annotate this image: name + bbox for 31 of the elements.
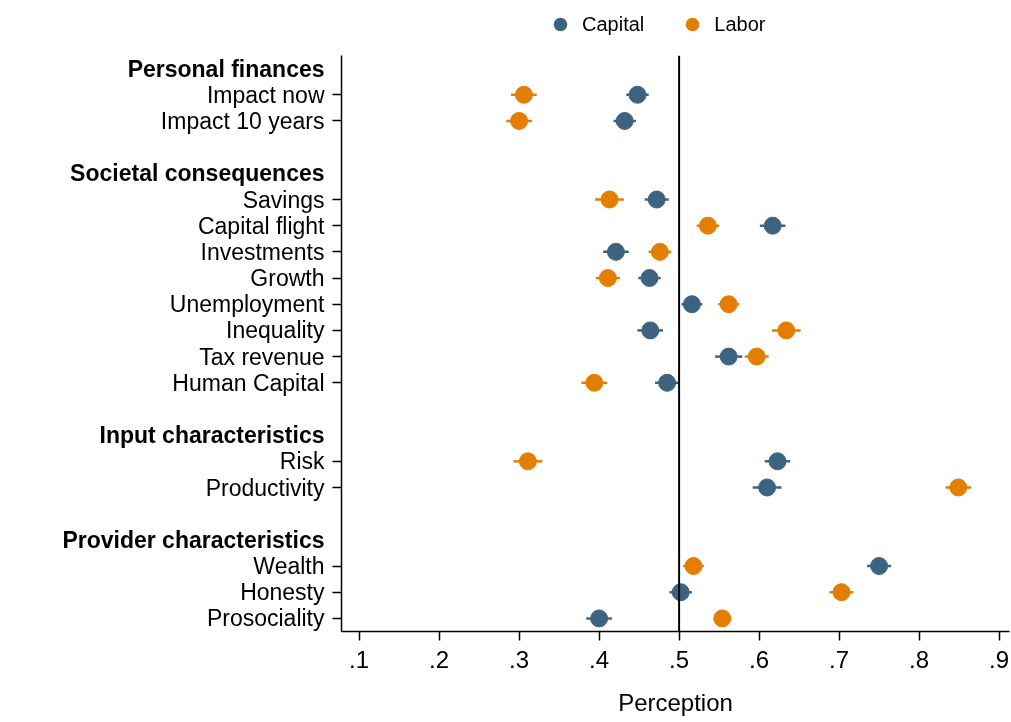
x-axis-title: Perception	[618, 688, 733, 716]
x-tick-label: .3	[509, 645, 530, 673]
y-tick-label: Societal consequences	[70, 160, 325, 187]
x-tick-label: .8	[909, 645, 930, 673]
x-tick-label: .2	[429, 645, 450, 673]
y-tick-label: Honesty	[240, 579, 325, 606]
y-tick-label: Prosociality	[206, 605, 325, 632]
x-tick-label: .7	[829, 645, 850, 673]
x-tick-label: .4	[589, 645, 610, 673]
y-tick-label: Capital flight	[197, 212, 326, 239]
x-tick-label: .6	[749, 645, 770, 673]
y-tick-label: Productivity	[205, 474, 325, 501]
y-tick-label: Tax revenue	[199, 343, 325, 370]
y-tick-label: Unemployment	[169, 291, 326, 318]
x-tick-label: .1	[349, 645, 370, 673]
legend-label: Capital	[582, 12, 645, 36]
y-tick-label: Savings	[242, 186, 325, 213]
y-tick-label: Impact now	[206, 81, 325, 108]
y-tick-label: Inequality	[226, 317, 325, 344]
y-tick-label: Risk	[279, 448, 325, 475]
y-tick-label: Impact 10 years	[160, 107, 325, 134]
y-tick-label: Investments	[200, 238, 325, 265]
y-tick-label: Input characteristics	[99, 422, 325, 449]
y-tick-label: Wealth	[253, 553, 325, 580]
y-tick-label: Personal finances	[127, 55, 325, 82]
x-tick-label: .5	[669, 645, 690, 673]
x-tick-label: .9	[989, 645, 1010, 673]
y-tick-label: Growth	[250, 265, 325, 292]
legend-label: Labor	[714, 12, 766, 36]
y-tick-label: Provider characteristics	[62, 526, 325, 553]
y-tick-label: Human Capital	[172, 369, 325, 396]
